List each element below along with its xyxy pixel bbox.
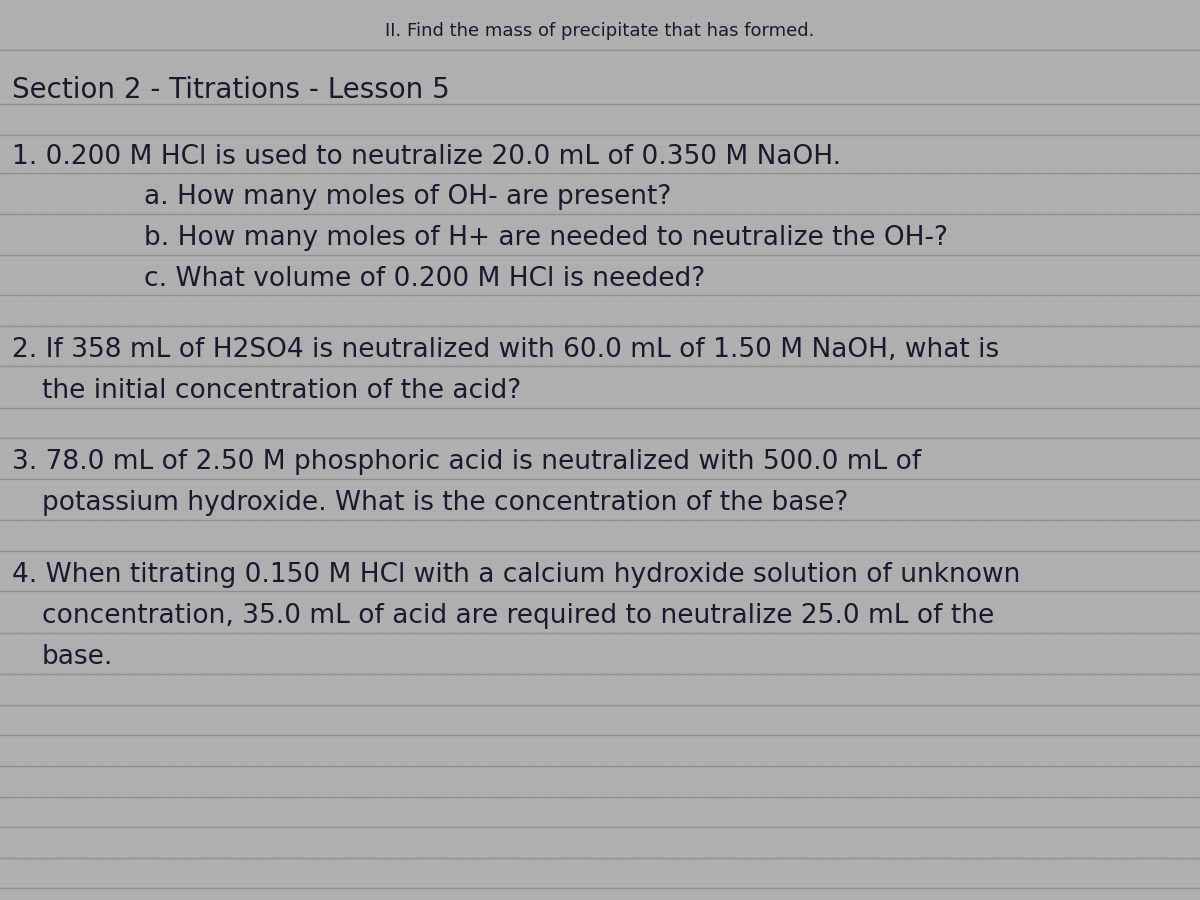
Text: concentration, 35.0 mL of acid are required to neutralize 25.0 mL of the: concentration, 35.0 mL of acid are requi… [42, 603, 995, 629]
Text: 3. 78.0 mL of 2.50 M phosphoric acid is neutralized with 500.0 mL of: 3. 78.0 mL of 2.50 M phosphoric acid is … [12, 449, 922, 475]
Text: Section 2 - Titrations - Lesson 5: Section 2 - Titrations - Lesson 5 [12, 76, 450, 104]
Text: II. Find the mass of precipitate that has formed.: II. Find the mass of precipitate that ha… [385, 22, 815, 40]
Text: the initial concentration of the acid?: the initial concentration of the acid? [42, 378, 521, 404]
Text: a. How many moles of OH- are present?: a. How many moles of OH- are present? [144, 184, 671, 211]
Text: base.: base. [42, 644, 113, 670]
Text: potassium hydroxide. What is the concentration of the base?: potassium hydroxide. What is the concent… [42, 491, 848, 517]
Text: 2. If 358 mL of H2SO4 is neutralized with 60.0 mL of 1.50 M NaOH, what is: 2. If 358 mL of H2SO4 is neutralized wit… [12, 337, 1000, 363]
Text: 4. When titrating 0.150 M HCl with a calcium hydroxide solution of unknown: 4. When titrating 0.150 M HCl with a cal… [12, 562, 1020, 588]
Text: 1. 0.200 M HCl is used to neutralize 20.0 mL of 0.350 M NaOH.: 1. 0.200 M HCl is used to neutralize 20.… [12, 144, 841, 170]
Text: c. What volume of 0.200 M HCl is needed?: c. What volume of 0.200 M HCl is needed? [144, 266, 706, 292]
Text: b. How many moles of H+ are needed to neutralize the OH-?: b. How many moles of H+ are needed to ne… [144, 225, 948, 251]
